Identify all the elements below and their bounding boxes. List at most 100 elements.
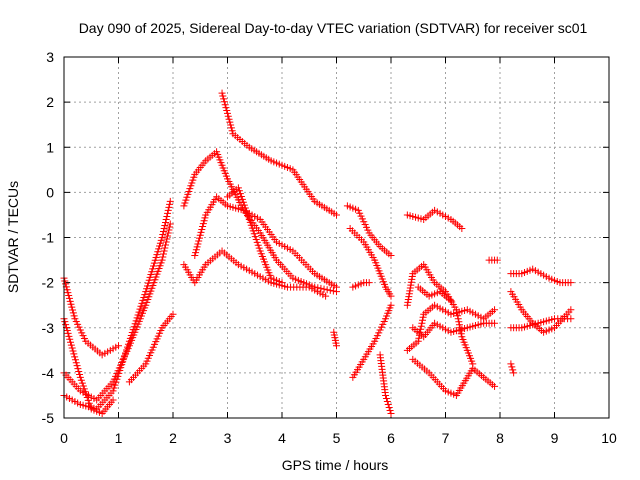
data-point xyxy=(69,309,77,317)
data-point xyxy=(253,238,261,246)
data-point xyxy=(227,121,235,129)
data-point xyxy=(414,337,422,345)
data-point xyxy=(136,305,144,313)
data-point xyxy=(491,306,499,314)
data-point xyxy=(190,173,198,181)
data-point xyxy=(508,363,516,371)
data-point xyxy=(61,277,69,285)
data-point xyxy=(74,365,82,373)
data-point xyxy=(155,245,163,253)
data-point xyxy=(75,368,83,376)
data-point xyxy=(278,279,286,287)
data-point xyxy=(509,366,517,374)
data-point xyxy=(227,124,235,132)
series-track-j xyxy=(224,184,286,287)
data-point xyxy=(110,384,118,392)
data-point xyxy=(201,214,209,222)
data-point xyxy=(244,213,252,221)
data-point xyxy=(182,196,190,204)
data-point xyxy=(166,200,174,208)
data-point xyxy=(186,185,194,193)
data-point xyxy=(454,312,462,320)
data-point xyxy=(247,221,255,229)
data-point xyxy=(418,319,426,327)
data-point xyxy=(149,265,157,273)
data-point xyxy=(240,201,248,209)
series-track-q xyxy=(403,206,466,232)
data-point xyxy=(252,236,260,244)
data-point xyxy=(195,234,203,242)
x-tick-label: 10 xyxy=(601,430,617,446)
series-track-l xyxy=(346,224,395,300)
data-point xyxy=(164,206,172,214)
series-track-r xyxy=(403,301,499,354)
data-point xyxy=(138,299,146,307)
data-point xyxy=(235,187,243,195)
series-track-s xyxy=(409,319,499,341)
data-point xyxy=(82,391,90,399)
data-point xyxy=(154,248,162,256)
data-point xyxy=(447,297,455,305)
data-point xyxy=(198,225,206,233)
x-tick-label: 5 xyxy=(333,430,341,446)
data-point xyxy=(159,227,167,235)
data-point xyxy=(220,98,228,106)
data-point xyxy=(199,223,207,231)
data-point xyxy=(236,190,244,198)
data-point xyxy=(65,292,73,300)
data-point xyxy=(166,220,174,228)
data-point xyxy=(147,271,155,279)
data-point xyxy=(419,313,427,321)
data-point xyxy=(196,231,204,239)
series-track-z xyxy=(507,288,575,336)
data-point xyxy=(199,220,207,228)
data-point xyxy=(224,109,231,117)
y-tick-label: -4 xyxy=(42,365,55,381)
data-point xyxy=(184,190,192,198)
data-point xyxy=(222,104,230,112)
data-point xyxy=(241,204,249,212)
data-point xyxy=(322,292,330,300)
data-point xyxy=(141,291,149,299)
series-track-n xyxy=(349,301,395,381)
data-point xyxy=(193,243,201,251)
data-point xyxy=(79,382,87,390)
data-point xyxy=(220,95,228,103)
data-point xyxy=(383,397,391,405)
data-point xyxy=(250,230,258,238)
data-point xyxy=(493,256,501,264)
data-point xyxy=(158,234,166,241)
data-point xyxy=(163,235,171,243)
data-point xyxy=(62,321,70,329)
series-track-w xyxy=(485,256,501,264)
data-point xyxy=(140,293,148,301)
y-tick-label: -1 xyxy=(42,230,55,246)
data-point xyxy=(246,218,254,226)
data-point xyxy=(80,385,88,393)
data-point xyxy=(162,238,170,246)
y-tick-label: 1 xyxy=(46,139,54,155)
data-point xyxy=(159,230,167,238)
x-tick-label: 8 xyxy=(496,430,504,446)
data-point xyxy=(159,250,167,258)
data-point xyxy=(135,308,143,316)
data-point xyxy=(197,228,205,236)
x-tick-label: 2 xyxy=(169,430,177,446)
data-point xyxy=(387,252,395,260)
data-point xyxy=(66,297,74,305)
data-point xyxy=(165,226,173,234)
data-point xyxy=(191,252,199,260)
data-point xyxy=(387,301,395,309)
data-point xyxy=(333,283,340,291)
x-tick-label: 9 xyxy=(551,430,559,446)
data-point xyxy=(71,356,79,364)
data-point xyxy=(78,379,86,387)
series-track-aa xyxy=(507,360,518,377)
data-point xyxy=(70,312,78,320)
series-track-m xyxy=(349,279,373,291)
data-point xyxy=(228,127,236,135)
data-point xyxy=(160,247,168,255)
data-point xyxy=(68,303,76,311)
data-point xyxy=(143,285,151,293)
